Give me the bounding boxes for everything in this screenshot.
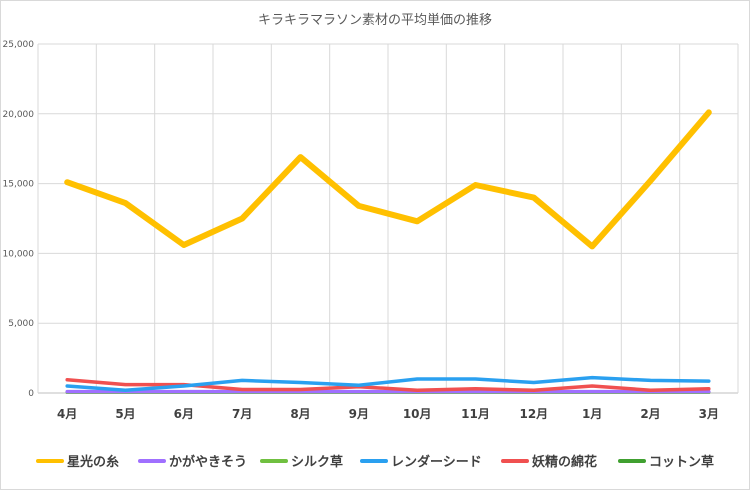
x-tick-label: 6月 [174, 407, 194, 421]
legend-label: 妖精の綿花 [532, 454, 597, 470]
y-axis-ticks: 0 5,000 10,000 15,000 20,000 25,000 [3, 40, 35, 399]
legend-item: 星光の糸 [36, 454, 119, 470]
legend-item: シルク草 [260, 454, 343, 470]
x-tick-label: 10月 [403, 407, 432, 421]
y-tick-label: 20,000 [3, 110, 35, 120]
series-line-5 [65, 377, 711, 392]
y-tick-label: 0 [28, 389, 34, 399]
x-tick-label: 1月 [582, 407, 602, 421]
legend-label: かがやきそう [169, 454, 247, 470]
x-tick-label: 7月 [232, 407, 252, 421]
series-layer [64, 109, 712, 395]
series-line-4 [65, 375, 711, 392]
x-tick-label: 8月 [290, 407, 310, 421]
legend-label: 星光の糸 [67, 454, 119, 470]
legend-label: シルク草 [291, 454, 343, 470]
legend-item: コットン草 [618, 454, 714, 470]
legend: 星光の糸 かがやきそう シルク草 レンダーシード 妖精の綿花 コットン草 [36, 454, 714, 470]
x-tick-label: 2月 [640, 407, 660, 421]
series-line-1 [64, 109, 712, 250]
x-tick-label: 4月 [57, 407, 77, 421]
y-tick-label: 5,000 [8, 319, 34, 329]
legend-item: レンダーシード [360, 454, 482, 470]
legend-label: レンダーシード [391, 454, 482, 470]
legend-label: コットン草 [649, 454, 714, 470]
y-tick-label: 25,000 [3, 40, 35, 50]
x-tick-label: 12月 [519, 407, 548, 421]
legend-item: かがやきそう [138, 454, 247, 470]
x-tick-label: 5月 [115, 407, 135, 421]
legend-item: 妖精の綿花 [501, 454, 597, 470]
y-tick-label: 10,000 [3, 249, 35, 259]
chart-title: キラキラマラソン素材の平均単価の推移 [258, 12, 492, 28]
x-tick-label: 11月 [461, 407, 490, 421]
x-axis-ticks: 4月 5月 6月 7月 8月 9月 10月 11月 12月 1月 2月 3月 [57, 407, 719, 421]
x-tick-label: 3月 [699, 407, 719, 421]
x-tick-label: 9月 [349, 407, 369, 421]
y-tick-label: 15,000 [3, 180, 35, 190]
